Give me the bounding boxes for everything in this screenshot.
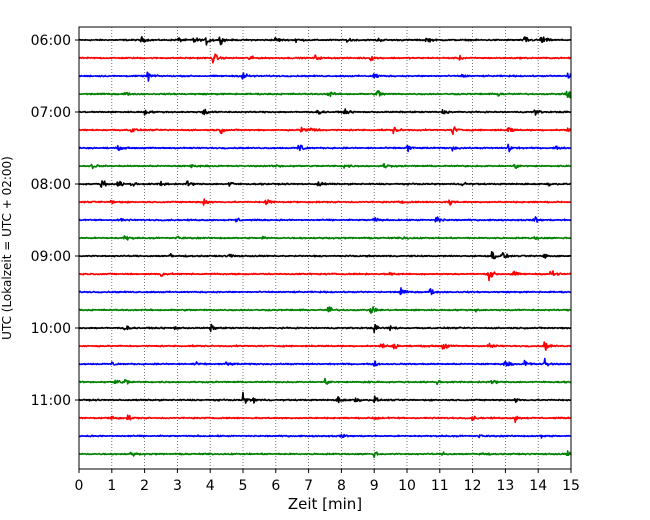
trace-1145 bbox=[78, 450, 572, 459]
x-tick-label: 7 bbox=[304, 478, 313, 494]
x-tick-label: 11 bbox=[431, 478, 449, 494]
trace-0930 bbox=[78, 287, 572, 296]
trace-0800 bbox=[78, 180, 572, 188]
trace-0600 bbox=[78, 36, 572, 46]
trace-0615 bbox=[78, 53, 572, 64]
trace-1015 bbox=[78, 341, 572, 351]
y-tick-label: 10:00 bbox=[31, 321, 71, 337]
trace-0730 bbox=[78, 143, 572, 153]
trace-0945 bbox=[78, 306, 572, 314]
x-tick-label: 10 bbox=[398, 478, 416, 494]
seismic-traces bbox=[78, 36, 572, 459]
trace-1030 bbox=[78, 357, 572, 367]
trace-0715 bbox=[78, 126, 572, 136]
y-tick-label: 08:00 bbox=[31, 177, 71, 193]
x-tick-label: 3 bbox=[173, 478, 182, 494]
x-tick-label: 8 bbox=[337, 478, 346, 494]
trace-0830 bbox=[78, 216, 572, 223]
y-axis-label: UTC (Lokalzeit = UTC + 02:00) bbox=[0, 156, 14, 340]
trace-1100 bbox=[78, 391, 572, 404]
x-tick-label: 12 bbox=[464, 478, 482, 494]
y-tick-label: 07:00 bbox=[31, 105, 71, 121]
trace-1115 bbox=[78, 414, 572, 424]
x-tick-label: 4 bbox=[206, 478, 215, 494]
y-axis: 06:00 07:00 08:00 09:00 10:00 11:00 bbox=[31, 33, 79, 409]
y-tick-label: 06:00 bbox=[31, 33, 71, 49]
plot-frame bbox=[78, 26, 572, 470]
trace-0745 bbox=[78, 162, 572, 170]
y-tick-label: 11:00 bbox=[31, 393, 71, 409]
x-tick-label: 5 bbox=[239, 478, 248, 494]
trace-0645 bbox=[78, 90, 572, 99]
trace-0630 bbox=[78, 71, 572, 82]
trace-0845 bbox=[78, 235, 572, 241]
x-tick-label: 0 bbox=[75, 478, 84, 494]
x-tick-label: 9 bbox=[370, 478, 379, 494]
x-tick-label: 1 bbox=[107, 478, 116, 494]
trace-0815 bbox=[78, 198, 572, 206]
x-axis-label: Zeit [min] bbox=[288, 495, 362, 513]
x-tick-label: 2 bbox=[140, 478, 149, 494]
x-tick-label: 6 bbox=[271, 478, 280, 494]
trace-1045 bbox=[78, 377, 572, 386]
trace-1130 bbox=[78, 433, 572, 439]
trace-0900 bbox=[78, 251, 572, 260]
x-tick-label: 14 bbox=[529, 478, 547, 494]
x-tick-label: 15 bbox=[562, 478, 580, 494]
x-axis: 0 1 2 3 4 5 6 7 8 9 10 11 12 13 14 15 bbox=[75, 469, 580, 494]
x-tick-label: 13 bbox=[496, 478, 514, 494]
y-tick-label: 09:00 bbox=[31, 249, 71, 265]
trace-1000 bbox=[78, 323, 572, 334]
trace-0700 bbox=[78, 108, 572, 116]
trace-0915 bbox=[78, 270, 572, 282]
